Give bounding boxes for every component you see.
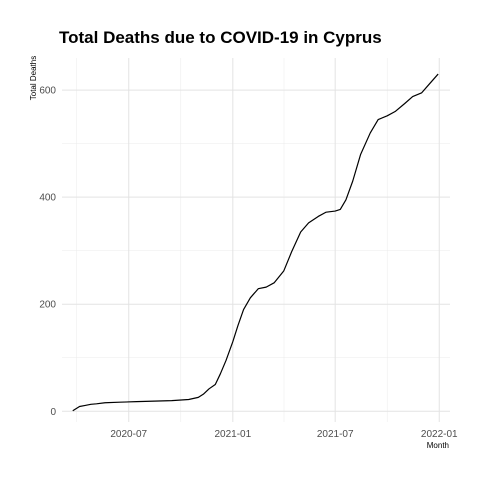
x-axis-label: Month [427,441,449,450]
x-tick-label: 2020-07 [110,429,147,440]
series-line [72,73,439,412]
x-tick-label: 2021-01 [214,429,251,440]
y-tick-label: 0 [50,407,56,418]
x-tick-label: 2022-01 [421,429,458,440]
y-tick-label: 600 [39,86,56,97]
y-axis-label: Total Deaths [29,56,38,100]
y-tick-label: 400 [39,193,56,204]
x-tick-label: 2021-07 [317,429,354,440]
chart-title: Total Deaths due to COVID-19 in Cyprus [59,28,382,47]
y-tick-labels: 0 200 400 600 [39,86,56,418]
grid [62,58,450,422]
y-tick-label: 200 [39,300,56,311]
series-layer [72,73,439,412]
x-tick-labels: 2020-07 2021-01 2021-07 2022-01 [110,429,458,440]
